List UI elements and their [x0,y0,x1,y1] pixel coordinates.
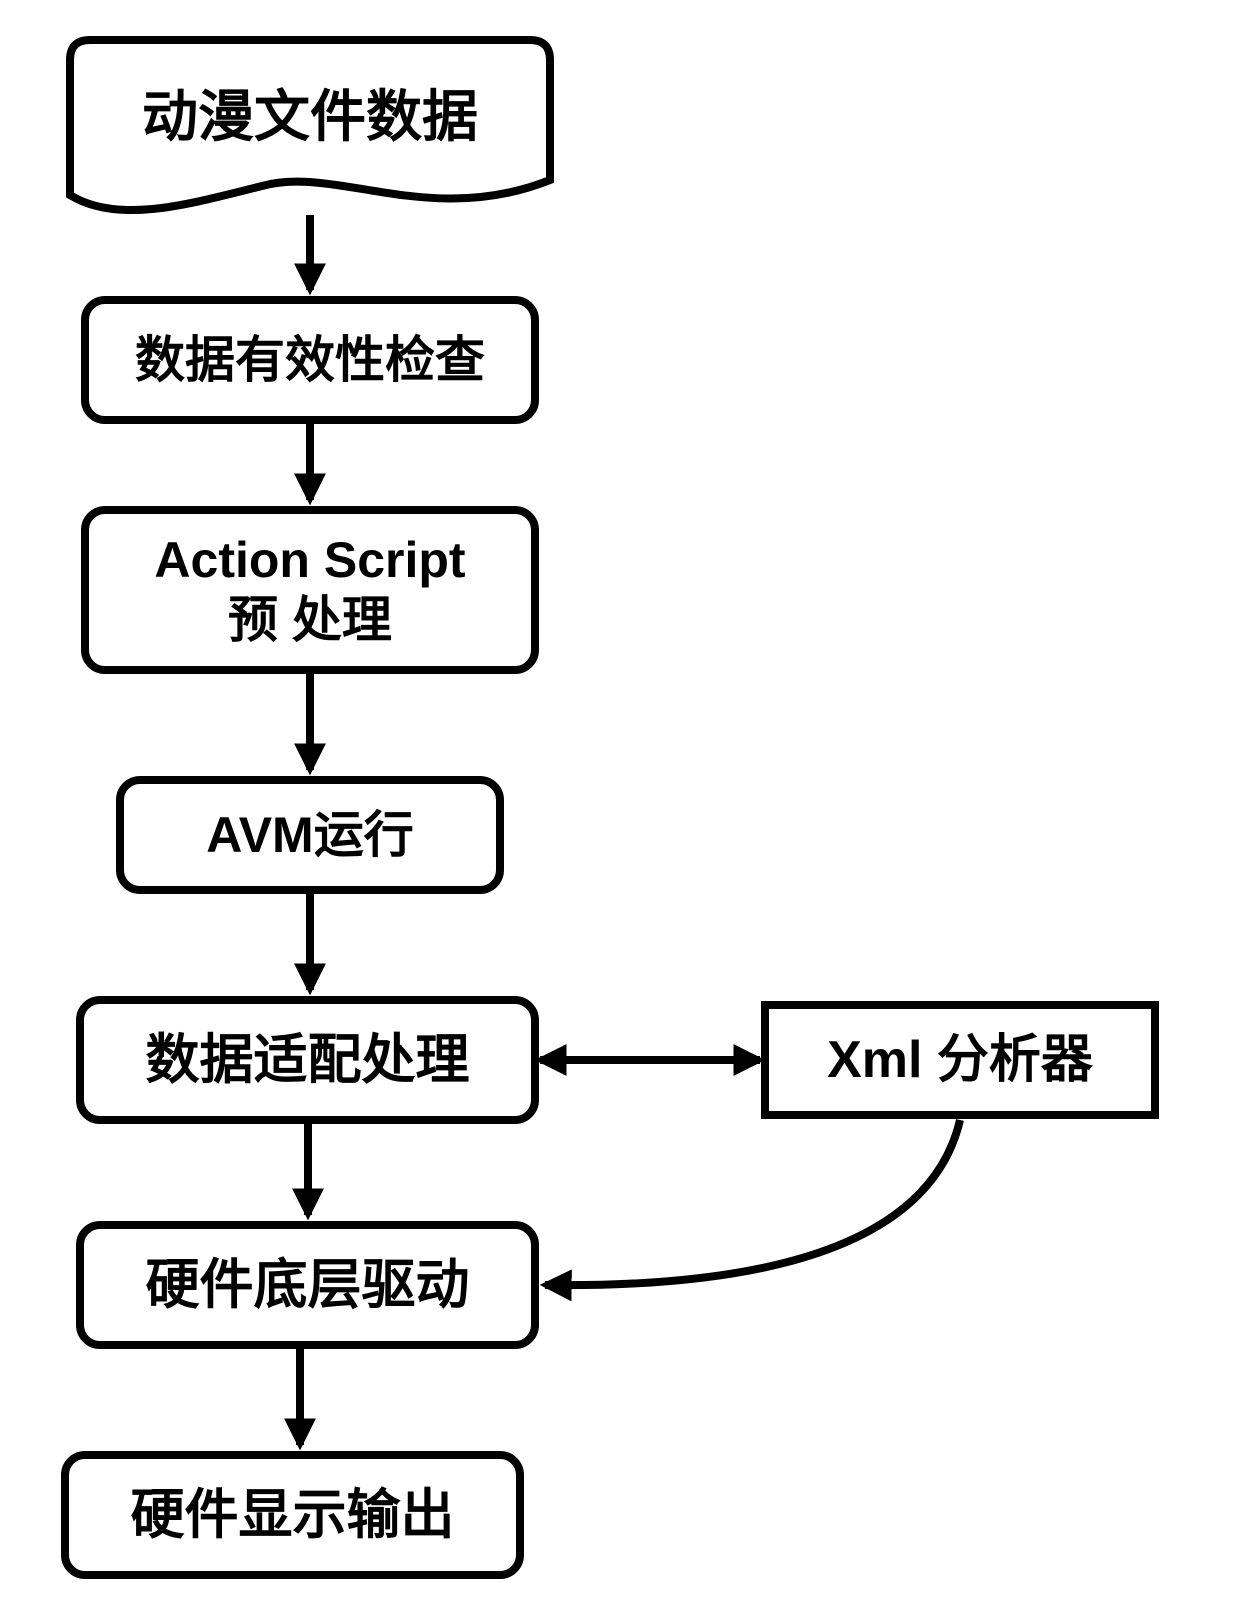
node-label-n3: Action Script 预 处理 [85,510,535,670]
node-label-n6: Xml 分析器 [765,1005,1155,1115]
node-label-n5: 数据适配处理 [80,1000,535,1120]
node-label-n4: AVM运行 [120,780,500,890]
node-label-n8: 硬件显示输出 [65,1455,520,1575]
flowchart-container: 动漫文件数据数据有效性检查 Action Script 预 处理 AVM运行数据适配… [0,0,1244,1603]
node-label-n7: 硬件底层驱动 [80,1225,535,1345]
node-label-n1: 动漫文件数据 [70,32,550,202]
node-label-n2: 数据有效性检查 [85,300,535,420]
